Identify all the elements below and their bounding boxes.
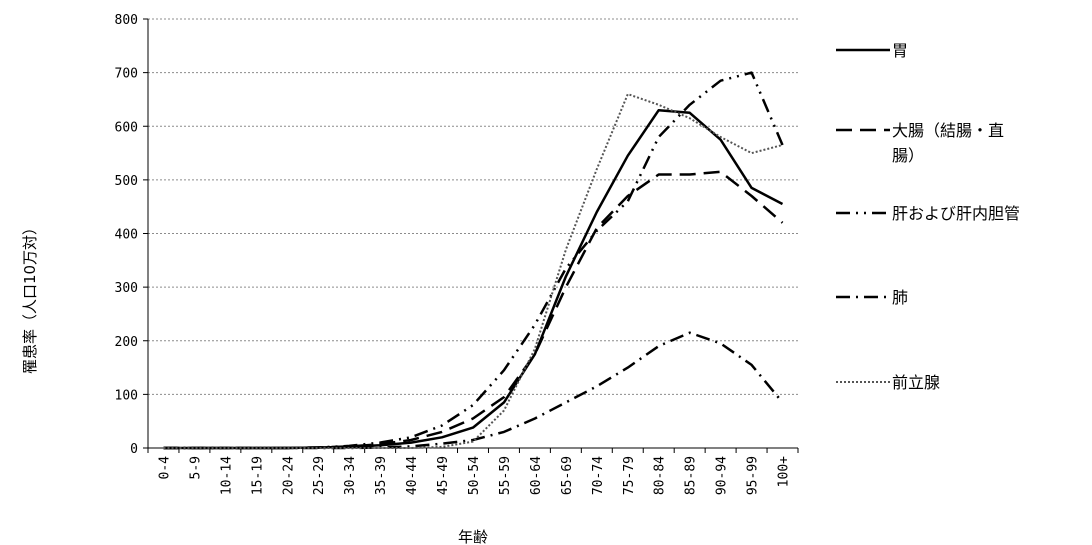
x-tick-label: 70-74 bbox=[591, 456, 606, 495]
x-tick-label: 20-24 bbox=[281, 456, 296, 495]
x-tick-label: 15-19 bbox=[250, 456, 265, 495]
x-tick-label: 55-59 bbox=[498, 456, 513, 495]
y-axis-title: 罹患率（人口10万対） bbox=[21, 220, 39, 374]
legend-label-2: 腸） bbox=[892, 146, 924, 165]
x-tick-label: 35-39 bbox=[374, 456, 389, 495]
series-line-3 bbox=[163, 71, 784, 450]
y-tick-label: 400 bbox=[115, 228, 138, 243]
x-tick-label: 85-89 bbox=[684, 456, 699, 495]
series-line-1 bbox=[163, 108, 784, 450]
y-tick-label: 300 bbox=[115, 281, 138, 296]
y-tick-label: 100 bbox=[115, 388, 138, 403]
series-line-5 bbox=[163, 93, 783, 449]
legend-label-5: 前立腺 bbox=[892, 373, 940, 392]
x-tick-label: 80-84 bbox=[653, 456, 668, 495]
series-line-4 bbox=[163, 331, 784, 450]
x-tick-label: 95-99 bbox=[746, 456, 761, 495]
y-tick-label: 200 bbox=[115, 335, 138, 350]
x-tick-label: 65-69 bbox=[560, 456, 575, 495]
legend-label-3: 肝および肝内胆管 bbox=[892, 204, 1020, 223]
x-tick-label: 50-54 bbox=[467, 456, 482, 495]
x-tick-label: 5-9 bbox=[188, 456, 203, 479]
series-line-2 bbox=[163, 170, 784, 450]
x-tick-label: 60-64 bbox=[529, 456, 544, 495]
x-tick-label: 90-94 bbox=[715, 456, 730, 495]
y-tick-label: 800 bbox=[115, 13, 138, 28]
x-tick-label: 40-44 bbox=[405, 456, 420, 495]
legend-label-4: 肺 bbox=[892, 288, 908, 307]
x-tick-label: 45-49 bbox=[436, 456, 451, 495]
x-tick-label: 0-4 bbox=[157, 456, 172, 480]
y-tick-label: 0 bbox=[130, 442, 138, 457]
y-tick-label: 700 bbox=[115, 67, 138, 82]
y-tick-label: 600 bbox=[115, 120, 138, 135]
gridlines bbox=[148, 18, 798, 395]
x-tick-label: 75-79 bbox=[622, 456, 637, 495]
x-axis-ticks: 0-4 5-9 10-14 15-19 20-24 25-29 30-34 35-39 40-4… bbox=[147, 448, 799, 495]
series-lines bbox=[163, 71, 784, 450]
x-tick-label: 30-34 bbox=[343, 456, 358, 495]
x-axis-title: 年齢 bbox=[458, 528, 488, 545]
x-tick-label: 10-14 bbox=[219, 456, 234, 495]
legend-label-1: 胃 bbox=[892, 41, 908, 60]
y-axis-ticks: 0 100 200 300 400 500 600 700 800 bbox=[115, 13, 148, 457]
x-tick-label: 100+ bbox=[777, 456, 792, 487]
y-tick-label: 500 bbox=[115, 174, 138, 189]
legend-label-2: 大腸（結腸・直 bbox=[892, 121, 1004, 140]
x-tick-label: 25-29 bbox=[312, 456, 327, 495]
